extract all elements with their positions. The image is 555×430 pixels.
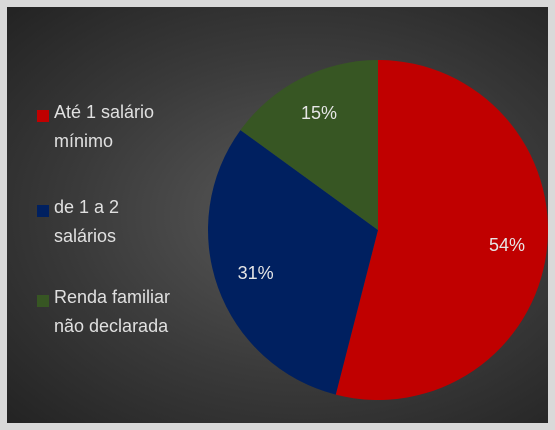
legend-label: de 1 a 2 salários: [54, 197, 120, 246]
legend-swatch: [37, 110, 49, 122]
chart: 54% 31% 15% Até 1 salário mínimo de 1 a 2 s…: [7, 7, 548, 423]
plot: 54% 31% 15%: [207, 60, 548, 400]
data-label: 15%: [301, 103, 337, 123]
legend-label: Até 1 salário mínimo: [54, 102, 155, 151]
legend-item: Até 1 salário mínimo: [37, 102, 186, 156]
pie-slice: [240, 60, 378, 230]
legend-label: Renda familiar não declarada: [54, 287, 171, 336]
legend-swatch: [37, 205, 49, 217]
legend-item: Renda familiar não declarada: [37, 287, 186, 341]
legend-swatch: [37, 295, 49, 307]
data-label: 31%: [238, 263, 274, 283]
pie-slice: [335, 60, 548, 400]
legend-item: de 1 a 2 salários: [37, 197, 186, 251]
data-label: 54%: [489, 235, 525, 255]
pie-slice: [207, 130, 378, 395]
